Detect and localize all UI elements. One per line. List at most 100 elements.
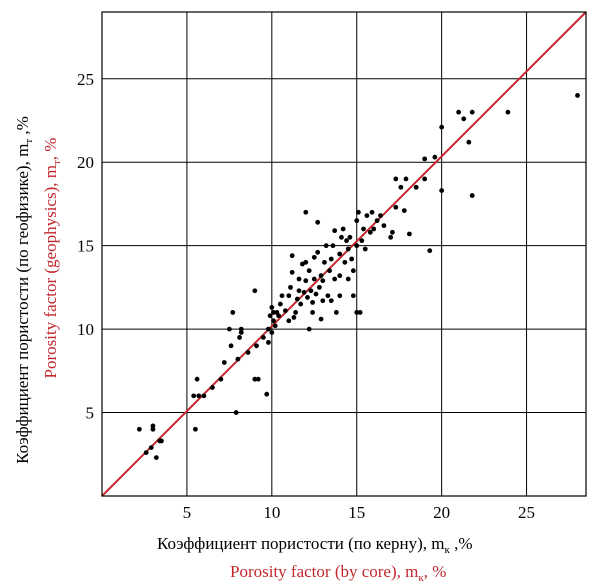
data-point <box>254 343 259 349</box>
data-point <box>310 310 315 315</box>
data-point <box>339 234 344 240</box>
data-point <box>303 278 309 284</box>
data-point <box>279 293 285 299</box>
data-point <box>403 176 409 182</box>
data-point <box>369 209 375 215</box>
data-point <box>269 330 275 335</box>
y-tick-label: 5 <box>86 404 95 423</box>
plot-frame <box>101 11 587 497</box>
y-tick-label: 10 <box>77 320 94 339</box>
data-point <box>388 234 394 240</box>
data-point <box>320 298 326 304</box>
data-point <box>148 445 154 450</box>
x-tick-label: 25 <box>518 503 535 522</box>
data-point <box>350 268 356 274</box>
data-point <box>393 176 399 182</box>
data-point <box>575 93 580 98</box>
data-point <box>393 204 399 210</box>
data-point <box>289 253 295 259</box>
data-point <box>354 243 360 249</box>
data-point <box>332 228 338 234</box>
data-point <box>357 310 363 315</box>
data-point <box>466 139 472 145</box>
data-point <box>311 276 317 282</box>
data-point <box>226 326 232 332</box>
data-point <box>318 273 324 279</box>
x-tick-label: 10 <box>263 503 280 522</box>
data-point <box>330 243 336 249</box>
y-tick-labels: 5 10 15 20 25 <box>77 70 94 423</box>
data-point <box>427 248 433 254</box>
data-point <box>267 313 273 319</box>
data-point <box>235 356 241 362</box>
data-point <box>432 154 438 160</box>
data-point <box>191 393 197 399</box>
data-point <box>344 238 349 244</box>
data-point <box>361 226 366 232</box>
data-point <box>422 176 428 182</box>
data-point <box>298 301 304 307</box>
data-point <box>276 313 282 319</box>
data-point <box>230 310 236 315</box>
data-point <box>406 231 412 237</box>
data-point <box>381 223 387 229</box>
data-point <box>233 410 239 415</box>
y-tick-label: 15 <box>77 237 94 256</box>
data-point <box>311 254 317 260</box>
data-point <box>349 256 355 262</box>
data-point <box>337 251 343 257</box>
data-point <box>209 385 215 390</box>
data-point <box>322 259 327 265</box>
data-point <box>252 288 258 294</box>
x-tick-label: 20 <box>433 503 450 522</box>
data-point <box>296 288 302 294</box>
data-point <box>390 229 395 235</box>
data-point <box>301 289 307 295</box>
data-point <box>271 310 276 315</box>
data-point <box>439 188 445 193</box>
data-point <box>422 156 428 162</box>
data-point <box>283 308 288 314</box>
data-point <box>367 229 373 235</box>
data-point <box>333 310 339 315</box>
data-point <box>299 261 305 267</box>
data-point <box>469 193 475 198</box>
data-point <box>439 124 445 130</box>
data-point <box>337 273 343 279</box>
data-point <box>315 249 321 255</box>
data-point <box>238 326 244 332</box>
data-point <box>305 294 310 300</box>
data-point <box>356 209 361 215</box>
data-point <box>218 376 224 382</box>
grid-lines <box>102 12 586 496</box>
data-point <box>318 316 324 322</box>
data-point <box>237 335 242 340</box>
data-point <box>303 209 309 215</box>
data-point <box>323 243 329 249</box>
y-tick-label: 25 <box>77 70 94 89</box>
data-point <box>350 293 356 299</box>
data-point <box>221 360 227 365</box>
reference-line <box>101 11 587 497</box>
data-point <box>291 315 297 320</box>
data-point <box>306 268 312 274</box>
data-point <box>272 323 278 329</box>
data-point <box>315 219 321 225</box>
data-point <box>359 238 365 244</box>
data-point <box>150 426 156 432</box>
data-point <box>332 276 338 282</box>
data-point <box>269 305 275 310</box>
data-point <box>325 293 331 299</box>
data-point <box>342 259 348 265</box>
data-point <box>374 218 380 224</box>
data-point <box>378 213 383 219</box>
data-point <box>308 288 314 294</box>
data-points <box>136 93 580 461</box>
data-point <box>340 226 346 232</box>
data-point <box>196 393 202 399</box>
data-point <box>328 256 334 262</box>
x-axis-title-ru: Коэффициент пористости (по керну), mк ,% <box>157 534 473 556</box>
data-point <box>371 226 377 232</box>
data-point <box>354 310 360 315</box>
data-point <box>306 326 312 332</box>
